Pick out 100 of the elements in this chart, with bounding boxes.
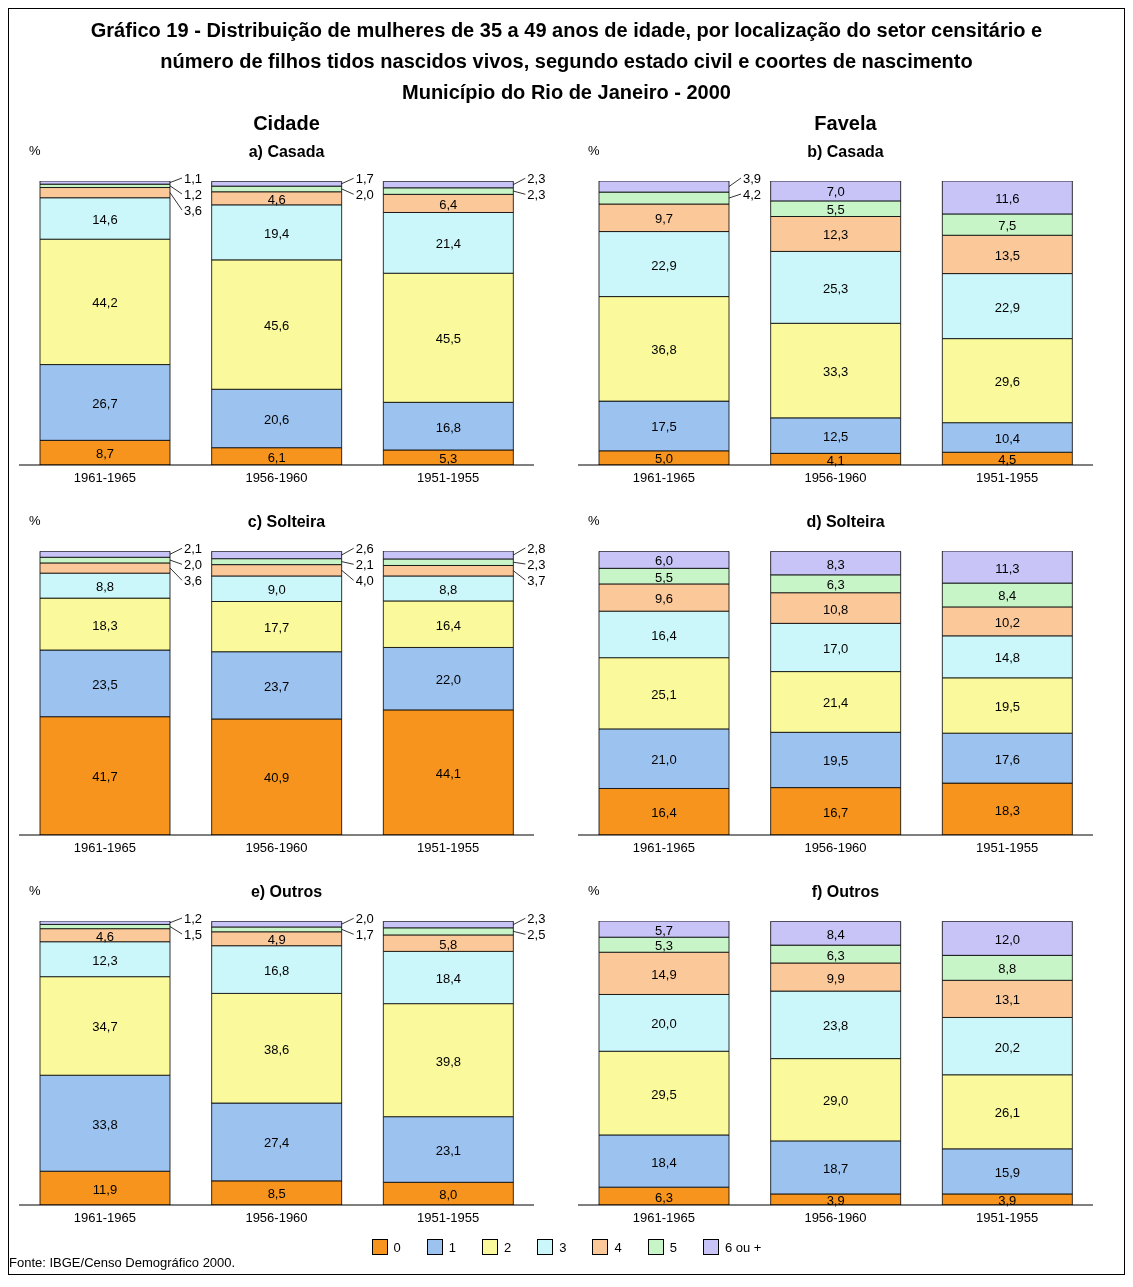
- data-label: 23,7: [264, 678, 290, 694]
- data-label: 5,8: [439, 936, 458, 952]
- data-label: 40,9: [264, 770, 290, 786]
- data-label: 2,5: [527, 926, 546, 942]
- legend-label: 6 ou +: [724, 1239, 762, 1255]
- data-label: 17,6: [994, 751, 1020, 767]
- data-label: 16,7: [823, 804, 849, 820]
- text: Município do Rio de Janeiro - 2000: [401, 80, 732, 105]
- data-label: 4,0: [355, 572, 374, 588]
- data-label: 2,3: [527, 186, 546, 202]
- data-label: 1,1: [184, 170, 203, 186]
- x-tick-label: 1961-1965: [632, 840, 695, 856]
- data-label: 2,0: [355, 186, 374, 202]
- legend-label: 5: [669, 1239, 677, 1255]
- data-label: 8,8: [95, 579, 115, 595]
- data-label: 2,6: [355, 540, 374, 556]
- data-label: 4,6: [267, 191, 286, 207]
- data-label: 12,5: [823, 429, 849, 445]
- chart-title: b) Casada: [807, 143, 884, 160]
- data-label: 1,2: [184, 910, 203, 926]
- data-label: 26,7: [92, 395, 118, 411]
- data-label: 3,9: [998, 1192, 1017, 1208]
- data-label: 8,4: [826, 926, 845, 942]
- data-label: 12,0: [994, 931, 1020, 947]
- x-tick-label: 1956-1960: [804, 1210, 867, 1226]
- data-label: 36,8: [651, 342, 677, 358]
- data-label: 41,7: [92, 769, 118, 785]
- x-tick-label: 1956-1960: [804, 470, 867, 486]
- data-label: 4,6: [95, 928, 115, 944]
- data-label: 20,2: [994, 1039, 1020, 1055]
- x-tick-label: 1961-1965: [632, 470, 695, 486]
- data-label: 5,5: [654, 569, 674, 585]
- x-tick-label: 1961-1965: [73, 1210, 136, 1226]
- y-axis-title: %: [29, 513, 41, 528]
- data-label: 1,2: [184, 186, 203, 202]
- data-label: 16,4: [435, 617, 461, 633]
- text: Gráfico 19 - Distribuição de mulheres de 35 a 49 anos de idade, por localização do setor censitário e: [89, 18, 1044, 43]
- data-label: 11,9: [92, 1181, 118, 1197]
- data-label: 3,6: [184, 202, 203, 218]
- data-label: 15,9: [994, 1164, 1020, 1180]
- data-label: 22,0: [435, 672, 461, 688]
- data-label: 23,5: [92, 676, 118, 692]
- data-label: 5,7: [654, 922, 674, 938]
- data-label: 2,1: [184, 540, 203, 556]
- data-label: 9,6: [654, 591, 674, 607]
- data-label: 10,8: [823, 601, 849, 617]
- data-label: 2,0: [184, 556, 203, 572]
- x-tick-label: 1951-1955: [417, 1210, 480, 1226]
- data-label: 5,3: [654, 938, 674, 954]
- legend-label: 3: [559, 1239, 567, 1255]
- data-label: 26,1: [994, 1105, 1020, 1121]
- data-label: 22,9: [994, 299, 1020, 315]
- data-label: 2,3: [527, 556, 546, 572]
- data-label: 6,3: [654, 1189, 674, 1205]
- data-label: 2,8: [527, 540, 546, 556]
- data-label: 1,7: [355, 170, 374, 186]
- chart-title: c) Solteira: [247, 513, 326, 530]
- data-label: 2,1: [355, 556, 374, 572]
- data-label: 18,3: [92, 617, 118, 633]
- data-label: 9,9: [826, 970, 845, 986]
- data-label: 7,5: [998, 218, 1017, 234]
- data-label: 22,9: [651, 257, 677, 273]
- data-label: 38,6: [264, 1041, 290, 1057]
- data-label: 34,7: [92, 1019, 118, 1035]
- y-axis-title: %: [29, 143, 41, 158]
- data-label: 3,9: [826, 1192, 845, 1208]
- data-label: 29,6: [994, 374, 1020, 390]
- data-label: 6,3: [826, 577, 845, 593]
- x-tick-label: 1951-1955: [976, 840, 1039, 856]
- data-label: 29,0: [823, 1093, 849, 1109]
- data-label: 1,5: [184, 926, 203, 942]
- data-label: 8,3: [826, 556, 845, 572]
- data-label: 8,8: [439, 581, 458, 597]
- data-label: 19,5: [994, 698, 1020, 714]
- data-label: 8,0: [439, 1187, 458, 1203]
- data-label: 8,4: [998, 588, 1017, 604]
- x-tick-label: 1961-1965: [73, 470, 136, 486]
- text: número de filhos tidos nascidos vivos, segundo estado civil e coortes de nascimento: [159, 49, 974, 74]
- data-label: 14,8: [994, 650, 1020, 666]
- data-label: 2,3: [527, 910, 546, 926]
- data-label: 21,4: [435, 236, 461, 252]
- data-label: 44,1: [435, 765, 461, 781]
- legend-label: 2: [504, 1239, 512, 1255]
- data-label: 18,7: [823, 1160, 849, 1176]
- x-tick-label: 1956-1960: [245, 1210, 308, 1226]
- x-tick-label: 1956-1960: [245, 840, 308, 856]
- data-label: 4,2: [743, 186, 762, 202]
- data-label: 45,5: [435, 331, 461, 347]
- data-label: 25,3: [823, 280, 849, 296]
- data-label: 9,7: [654, 211, 674, 227]
- source-note: Fonte: IBGE/Censo Demográfico 2000.: [9, 1255, 237, 1270]
- legend-label: 0: [393, 1239, 401, 1255]
- data-label: 39,8: [435, 1053, 461, 1069]
- data-label: 16,4: [651, 627, 677, 643]
- y-axis-title: %: [588, 513, 600, 528]
- data-label: 6,4: [439, 196, 458, 212]
- data-label: 13,1: [994, 992, 1020, 1008]
- chart-title: d) Solteira: [806, 513, 885, 530]
- data-label: 14,6: [92, 211, 118, 227]
- data-label: 18,4: [435, 971, 461, 987]
